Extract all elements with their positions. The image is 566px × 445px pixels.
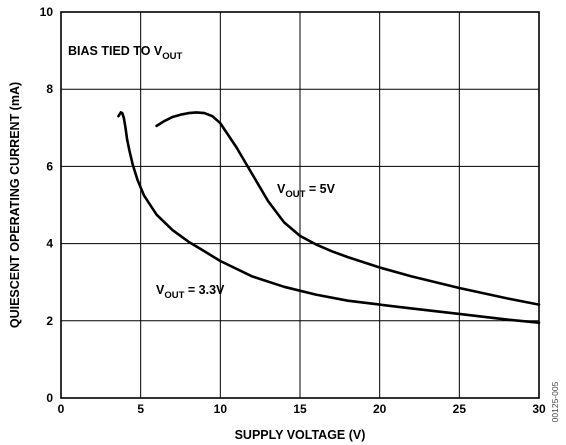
y-tick-label: 0 bbox=[46, 391, 53, 405]
x-tick-label: 10 bbox=[214, 402, 228, 416]
series-line-vout-5v bbox=[155, 111, 541, 306]
series-label-vout-5v: VOUT = 5V bbox=[277, 182, 336, 200]
x-axis-title: SUPPLY VOLTAGE (V) bbox=[235, 428, 366, 442]
x-tick-label: 5 bbox=[137, 402, 144, 416]
bias-annotation: BIAS TIED TO VOUT bbox=[68, 44, 182, 62]
x-tick-label: 20 bbox=[373, 402, 387, 416]
y-tick-label: 6 bbox=[46, 159, 53, 173]
y-tick-label: 10 bbox=[40, 5, 54, 19]
y-tick-label: 2 bbox=[46, 314, 53, 328]
y-tick-label: 8 bbox=[46, 82, 53, 96]
x-tick-label: 15 bbox=[293, 402, 307, 416]
y-axis-title: QUIESCENT OPERATING CURRENT (mA) bbox=[8, 82, 22, 328]
series-label-vout-3v3: VOUT = 3.3V bbox=[156, 283, 225, 301]
series-line-vout-3v3 bbox=[117, 111, 541, 325]
figure-code: 00125-005 bbox=[550, 381, 560, 422]
x-tick-label: 0 bbox=[58, 402, 65, 416]
y-tick-label: 4 bbox=[46, 237, 53, 251]
tick-labels: 0 5 10 15 20 25 30 0 2 4 6 8 10 bbox=[40, 5, 546, 416]
series-group bbox=[117, 111, 541, 325]
x-tick-label: 25 bbox=[453, 402, 467, 416]
x-tick-label: 30 bbox=[532, 402, 546, 416]
plot-frame bbox=[60, 11, 540, 399]
grid bbox=[61, 12, 539, 398]
